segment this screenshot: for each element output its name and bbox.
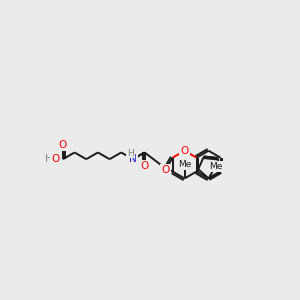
Text: Me: Me [209, 162, 222, 171]
Text: N: N [129, 154, 137, 164]
Text: H: H [127, 148, 134, 158]
Text: Me: Me [178, 160, 191, 169]
Text: O: O [140, 161, 149, 171]
Text: O: O [51, 154, 59, 164]
Text: H: H [45, 154, 53, 164]
Text: O: O [59, 140, 67, 150]
Text: O: O [161, 165, 170, 175]
Text: O: O [180, 146, 189, 156]
